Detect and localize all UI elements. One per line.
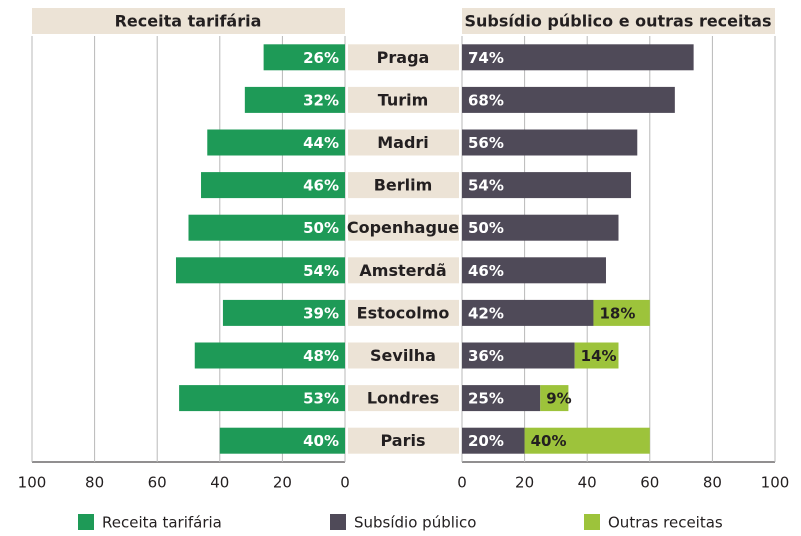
x-tick-label: 40 (210, 474, 229, 492)
x-tick-label: 20 (515, 474, 534, 492)
value-label: 18% (599, 304, 635, 322)
value-label: 68% (468, 91, 504, 109)
value-label: 9% (546, 390, 571, 408)
bar (219, 427, 345, 454)
value-label: 42% (468, 304, 504, 322)
left-title: Receita tarifária (115, 12, 262, 31)
category-label: Berlim (374, 176, 433, 195)
x-tick-label: 0 (457, 474, 467, 492)
legend-swatch (330, 514, 346, 530)
value-label: 40% (303, 432, 339, 450)
value-label: 50% (303, 219, 339, 237)
bar (524, 427, 650, 454)
value-label: 46% (303, 177, 339, 195)
value-label: 44% (303, 134, 339, 152)
category-label: Madri (377, 133, 429, 152)
category-box (348, 214, 459, 241)
bar (462, 257, 606, 284)
x-tick-label: 60 (640, 474, 659, 492)
category-box (348, 385, 459, 412)
bar (462, 44, 694, 71)
value-label: 14% (581, 347, 617, 365)
bar (462, 214, 619, 241)
bar (540, 385, 569, 412)
bar (462, 299, 594, 326)
value-label: 25% (468, 390, 504, 408)
legend-swatch (584, 514, 600, 530)
bar (207, 129, 345, 156)
bar (201, 172, 345, 199)
value-label: 36% (468, 347, 504, 365)
x-tick-label: 80 (703, 474, 722, 492)
bar (188, 214, 345, 241)
legend-label: Outras receitas (608, 514, 723, 532)
bar (179, 385, 345, 412)
x-tick-label: 40 (578, 474, 597, 492)
x-tick-label: 60 (148, 474, 167, 492)
bar (194, 342, 345, 369)
left-header (32, 8, 345, 34)
x-tick-label: 100 (18, 474, 47, 492)
value-label: 54% (468, 177, 504, 195)
category-label: Sevilha (370, 346, 436, 365)
category-box (348, 342, 459, 369)
category-label: Copenhague (347, 218, 459, 237)
category-label: Turim (378, 90, 429, 109)
value-label: 74% (468, 49, 504, 67)
category-label: Londres (367, 389, 439, 408)
x-tick-label: 80 (85, 474, 104, 492)
value-label: 48% (303, 347, 339, 365)
category-box (348, 299, 459, 326)
value-label: 39% (303, 304, 339, 322)
bar (263, 44, 345, 71)
bar (175, 257, 345, 284)
category-box (348, 172, 459, 199)
value-label: 40% (531, 432, 567, 450)
bar (244, 86, 345, 113)
bar (593, 299, 650, 326)
bar (462, 427, 525, 454)
value-label: 46% (468, 262, 504, 280)
x-tick-label: 20 (273, 474, 292, 492)
category-box (348, 44, 459, 71)
x-tick-label: 100 (761, 474, 790, 492)
value-label: 26% (303, 49, 339, 67)
value-label: 50% (468, 219, 504, 237)
legend-label: Subsídio público (354, 514, 476, 532)
right-title: Subsídio público e outras receitas (465, 12, 772, 31)
category-label: Estocolmo (357, 303, 450, 322)
bar (462, 385, 541, 412)
category-box (348, 257, 459, 284)
x-tick-label: 0 (340, 474, 350, 492)
bar (462, 342, 575, 369)
bar (222, 299, 345, 326)
bar (462, 129, 638, 156)
legend-swatch (78, 514, 94, 530)
legend-label: Receita tarifária (102, 514, 222, 532)
right-header (462, 8, 775, 34)
value-label: 53% (303, 390, 339, 408)
category-box (348, 129, 459, 156)
bar (462, 172, 632, 199)
category-box (348, 86, 459, 113)
value-label: 56% (468, 134, 504, 152)
value-label: 54% (303, 262, 339, 280)
category-label: Praga (377, 48, 430, 67)
value-label: 32% (303, 91, 339, 109)
category-box (348, 427, 459, 454)
category-label: Paris (381, 431, 426, 450)
value-label: 20% (468, 432, 504, 450)
bar (462, 86, 675, 113)
bar (574, 342, 619, 369)
category-label: Amsterdã (359, 261, 446, 280)
